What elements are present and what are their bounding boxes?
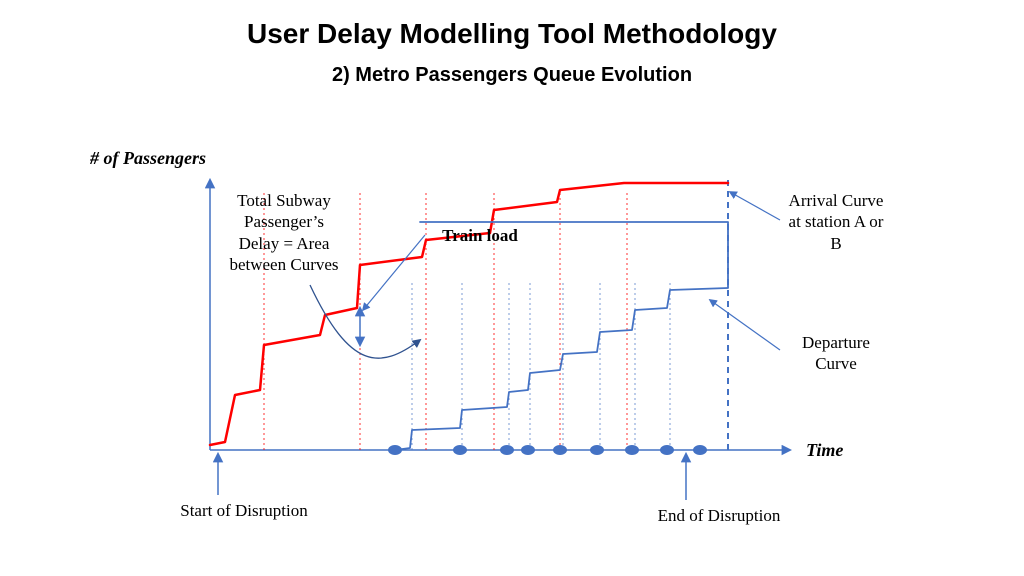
arrival-curve-label: Arrival Curve at station A or B [786,190,886,254]
delay-area-label: Total Subway Passenger’s Delay = Area be… [224,190,344,275]
page-title: User Delay Modelling Tool Methodology [0,18,1024,50]
y-axis-label: # of Passengers [90,148,206,169]
queue-evolution-diagram: # of Passengers Total Subway Passenger’s… [0,110,1024,576]
train-load-label: Train load [430,225,530,246]
x-axis-label: Time [806,440,843,461]
end-disruption-label: End of Disruption [634,505,804,526]
page-subtitle: 2) Metro Passengers Queue Evolution [0,64,1024,87]
start-disruption-label: Start of Disruption [154,500,334,521]
departure-curve-label: Departure Curve [786,332,886,375]
